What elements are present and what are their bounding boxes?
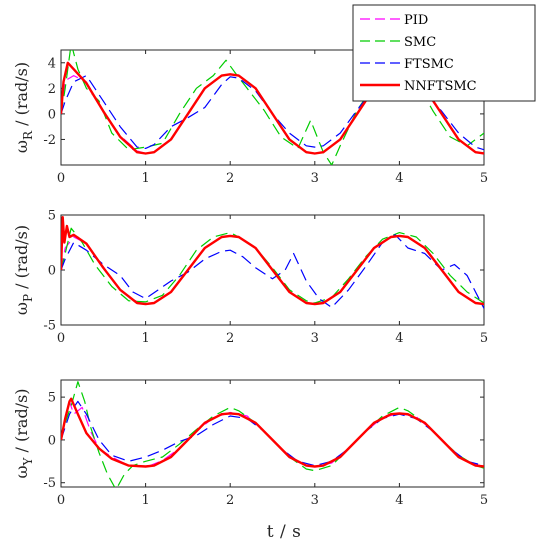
x-tick-label: 0 xyxy=(57,331,65,346)
series-group xyxy=(61,381,484,487)
y-tick-label: 2 xyxy=(48,82,56,97)
y-tick-label: 0 xyxy=(48,107,56,122)
x-tick-label: 2 xyxy=(226,493,234,508)
y-axis-label: ωR / (rad/s) xyxy=(12,62,35,153)
y-tick-label: 0 xyxy=(48,433,56,448)
x-tick-label: 5 xyxy=(480,171,488,186)
legend: PID SMC FTSMC NNFTSMC xyxy=(352,4,536,102)
y-tick-label: -5 xyxy=(43,476,56,491)
x-tick-label: 1 xyxy=(141,171,149,186)
legend-label: SMC xyxy=(404,35,436,50)
x-tick-label: 0 xyxy=(57,493,65,508)
legend-label: NNFTSMC xyxy=(404,79,477,94)
x-tick-label: 4 xyxy=(395,493,403,508)
x-tick-label: 1 xyxy=(141,493,149,508)
y-tick-label: -2 xyxy=(43,133,56,148)
series-line-ftsmc xyxy=(61,234,484,309)
series-line-nnftsmc xyxy=(61,216,484,306)
y-tick-label: 5 xyxy=(48,391,56,406)
y-axis-label: ωP / (rad/s) xyxy=(12,225,35,315)
series-group xyxy=(61,216,484,309)
legend-label: PID xyxy=(404,13,428,28)
y-axis-label: ωY / (rad/s) xyxy=(12,388,35,478)
plot-area xyxy=(60,379,485,488)
y-tick-label: 4 xyxy=(48,56,56,71)
legend-items: PID SMC FTSMC NNFTSMC xyxy=(360,13,477,94)
series-line-nnftsmc xyxy=(61,397,484,468)
series-line-ftsmc xyxy=(61,400,484,467)
x-tick-label: 0 xyxy=(57,171,65,186)
x-tick-label: 4 xyxy=(395,331,403,346)
x-tick-label: 3 xyxy=(311,171,319,186)
x-axis-label: t / s xyxy=(267,522,302,542)
x-tick-label: 1 xyxy=(141,331,149,346)
x-tick-label: 5 xyxy=(480,331,488,346)
x-tick-label: 5 xyxy=(480,493,488,508)
y-tick-label: -5 xyxy=(43,319,56,334)
y-tick-label: 5 xyxy=(48,209,56,224)
x-tick-label: 2 xyxy=(226,171,234,186)
y-tick-label: 0 xyxy=(48,264,56,279)
x-tick-label: 2 xyxy=(226,331,234,346)
x-tick-label: 3 xyxy=(311,331,319,346)
x-tick-label: 3 xyxy=(311,493,319,508)
series-line-smc xyxy=(61,381,484,487)
x-tick-label: 4 xyxy=(395,171,403,186)
legend-label: FTSMC xyxy=(404,57,454,72)
